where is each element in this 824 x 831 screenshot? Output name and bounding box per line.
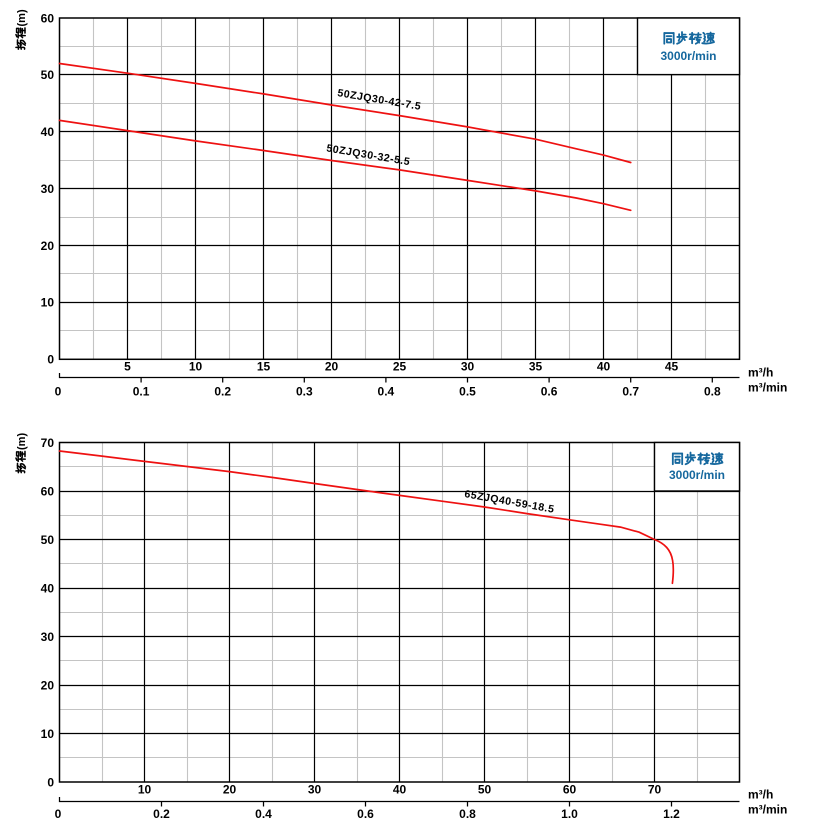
svg-text:70: 70 [41, 436, 55, 450]
svg-text:40: 40 [597, 359, 611, 373]
svg-text:15: 15 [257, 359, 271, 373]
svg-text:0.8: 0.8 [704, 384, 721, 398]
svg-text:0.2: 0.2 [153, 807, 170, 821]
svg-text:30: 30 [41, 182, 55, 196]
svg-text:0.1: 0.1 [133, 384, 150, 398]
svg-text:0: 0 [47, 353, 54, 367]
svg-text:40: 40 [41, 125, 55, 139]
svg-text:30: 30 [41, 630, 55, 644]
svg-text:1.0: 1.0 [561, 807, 578, 821]
svg-text:0.5: 0.5 [459, 384, 476, 398]
svg-text:0.6: 0.6 [357, 807, 374, 821]
svg-text:20: 20 [223, 782, 237, 796]
svg-text:0: 0 [55, 384, 62, 398]
svg-text:50: 50 [478, 782, 492, 796]
svg-text:40: 40 [41, 581, 55, 595]
svg-text:0.2: 0.2 [214, 384, 231, 398]
svg-text:35: 35 [529, 359, 543, 373]
svg-text:60: 60 [41, 484, 55, 498]
svg-text:m³/h: m³/h [748, 365, 773, 379]
svg-text:50: 50 [41, 68, 55, 82]
svg-text:50: 50 [41, 533, 55, 547]
svg-text:m³/min: m³/min [748, 802, 787, 816]
svg-text:25: 25 [393, 359, 407, 373]
svg-text:40: 40 [393, 782, 407, 796]
svg-text:20: 20 [41, 239, 55, 253]
svg-text:30: 30 [461, 359, 475, 373]
svg-text:(m): (m) [16, 433, 28, 450]
svg-text:m³/min: m³/min [748, 380, 787, 394]
svg-text:5: 5 [124, 359, 131, 373]
svg-text:60: 60 [563, 782, 577, 796]
svg-text:3000r/min: 3000r/min [660, 49, 716, 63]
svg-text:10: 10 [41, 296, 55, 310]
svg-text:0: 0 [55, 807, 62, 821]
svg-text:(m): (m) [16, 9, 28, 26]
svg-text:0.4: 0.4 [378, 384, 395, 398]
svg-text:m³/h: m³/h [748, 787, 773, 801]
svg-text:10: 10 [189, 359, 203, 373]
svg-text:0.8: 0.8 [459, 807, 476, 821]
svg-text:10: 10 [138, 782, 152, 796]
svg-text:0.3: 0.3 [296, 384, 313, 398]
svg-text:0.4: 0.4 [255, 807, 272, 821]
svg-text:45: 45 [665, 359, 679, 373]
svg-text:30: 30 [308, 782, 322, 796]
svg-text:20: 20 [325, 359, 339, 373]
svg-text:1.2: 1.2 [663, 807, 680, 821]
svg-text:0: 0 [47, 775, 54, 789]
svg-text:20: 20 [41, 678, 55, 692]
svg-text:60: 60 [41, 11, 55, 25]
svg-text:0.7: 0.7 [622, 384, 639, 398]
svg-text:70: 70 [648, 782, 662, 796]
svg-text:10: 10 [41, 727, 55, 741]
svg-text:3000r/min: 3000r/min [669, 468, 725, 482]
svg-text:0.6: 0.6 [541, 384, 558, 398]
